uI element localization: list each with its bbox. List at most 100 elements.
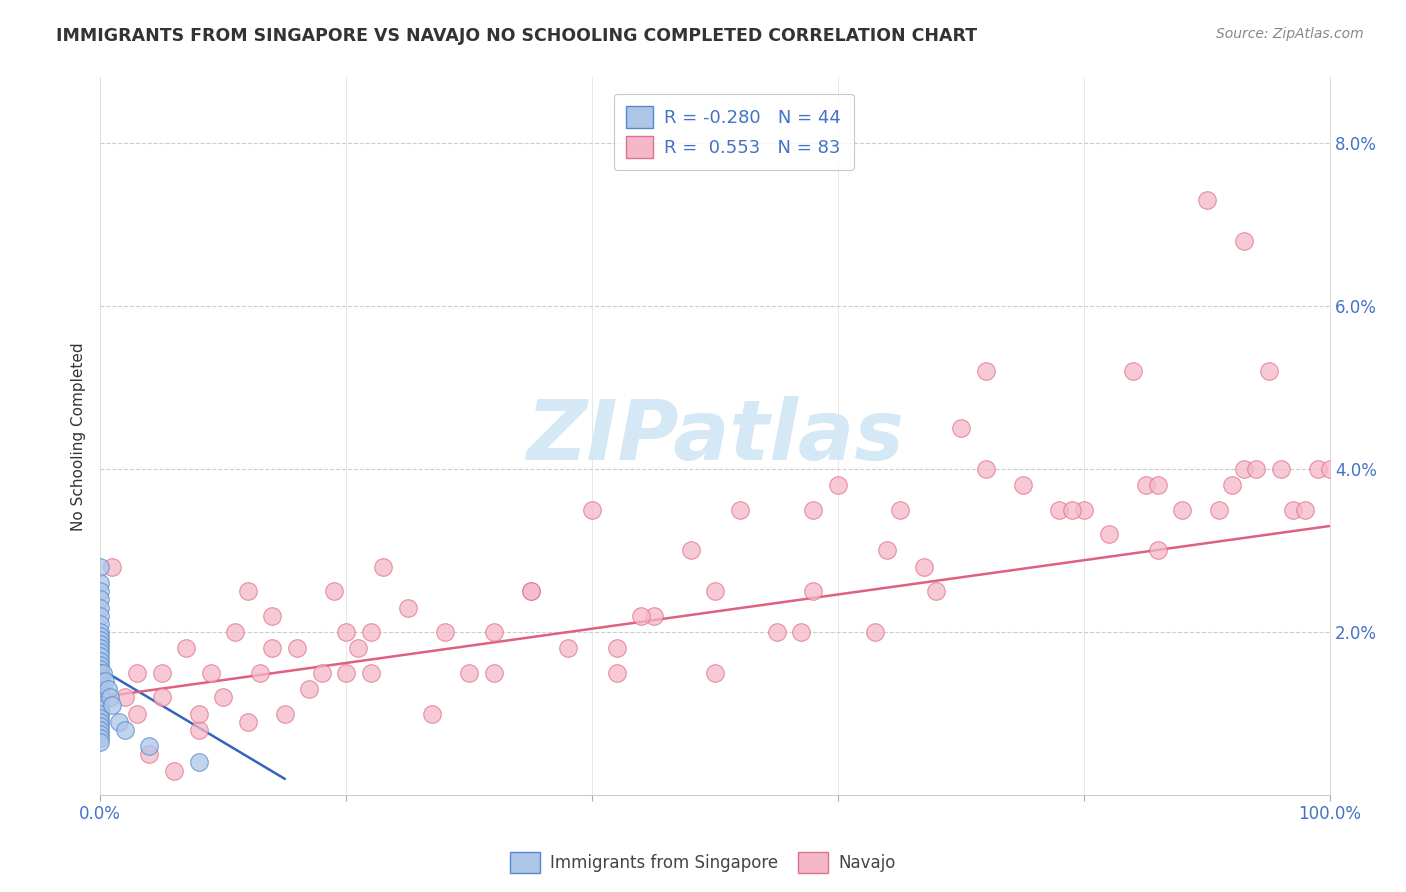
Point — [1208, 502, 1230, 516]
Point — [1011, 478, 1033, 492]
Point — [89, 731, 111, 745]
Point — [519, 584, 541, 599]
Point — [1147, 478, 1170, 492]
Point — [236, 714, 259, 729]
Point — [790, 624, 813, 639]
Point — [89, 690, 111, 705]
Point — [89, 681, 111, 696]
Point — [187, 706, 209, 721]
Point — [704, 665, 727, 680]
Point — [89, 645, 111, 659]
Point — [396, 600, 419, 615]
Point — [138, 747, 160, 762]
Point — [89, 657, 111, 672]
Point — [89, 637, 111, 651]
Point — [360, 624, 382, 639]
Point — [606, 641, 628, 656]
Point — [458, 665, 481, 680]
Point — [1270, 462, 1292, 476]
Text: Source: ZipAtlas.com: Source: ZipAtlas.com — [1216, 27, 1364, 41]
Point — [89, 710, 111, 724]
Point — [138, 739, 160, 753]
Point — [107, 714, 129, 729]
Point — [89, 649, 111, 664]
Point — [974, 462, 997, 476]
Point — [679, 543, 702, 558]
Point — [803, 502, 825, 516]
Point — [298, 681, 321, 696]
Point — [89, 653, 111, 667]
Point — [630, 608, 652, 623]
Point — [1220, 478, 1243, 492]
Point — [519, 584, 541, 599]
Point — [482, 665, 505, 680]
Point — [249, 665, 271, 680]
Point — [950, 421, 973, 435]
Point — [704, 584, 727, 599]
Point — [101, 559, 124, 574]
Point — [311, 665, 333, 680]
Point — [1098, 527, 1121, 541]
Point — [1306, 462, 1329, 476]
Point — [163, 764, 186, 778]
Point — [262, 641, 284, 656]
Point — [827, 478, 849, 492]
Point — [1135, 478, 1157, 492]
Point — [150, 690, 173, 705]
Point — [89, 616, 111, 631]
Point — [89, 662, 111, 676]
Point — [89, 723, 111, 737]
Point — [89, 698, 111, 713]
Point — [89, 633, 111, 648]
Point — [89, 641, 111, 656]
Point — [187, 723, 209, 737]
Point — [1171, 502, 1194, 516]
Point — [89, 629, 111, 643]
Point — [1246, 462, 1268, 476]
Point — [360, 665, 382, 680]
Point — [335, 624, 357, 639]
Point — [925, 584, 948, 599]
Point — [101, 698, 124, 713]
Point — [1319, 462, 1341, 476]
Point — [212, 690, 235, 705]
Point — [236, 584, 259, 599]
Point — [89, 686, 111, 700]
Point — [150, 665, 173, 680]
Point — [89, 584, 111, 599]
Point — [1147, 543, 1170, 558]
Point — [89, 673, 111, 688]
Point — [96, 681, 118, 696]
Point — [863, 624, 886, 639]
Point — [89, 702, 111, 716]
Point — [89, 608, 111, 623]
Point — [643, 608, 665, 623]
Point — [89, 727, 111, 741]
Point — [94, 673, 117, 688]
Point — [322, 584, 344, 599]
Point — [1282, 502, 1305, 516]
Point — [1073, 502, 1095, 516]
Point — [557, 641, 579, 656]
Point — [273, 706, 295, 721]
Point — [285, 641, 308, 656]
Point — [89, 694, 111, 708]
Point — [200, 665, 222, 680]
Point — [89, 719, 111, 733]
Point — [728, 502, 751, 516]
Text: IMMIGRANTS FROM SINGAPORE VS NAVAJO NO SCHOOLING COMPLETED CORRELATION CHART: IMMIGRANTS FROM SINGAPORE VS NAVAJO NO S… — [56, 27, 977, 45]
Point — [114, 690, 136, 705]
Y-axis label: No Schooling Completed: No Schooling Completed — [72, 342, 86, 531]
Point — [482, 624, 505, 639]
Point — [912, 559, 935, 574]
Point — [803, 584, 825, 599]
Point — [89, 678, 111, 692]
Point — [433, 624, 456, 639]
Point — [89, 600, 111, 615]
Point — [89, 665, 111, 680]
Point — [1197, 193, 1219, 207]
Point — [187, 756, 209, 770]
Point — [1049, 502, 1071, 516]
Point — [606, 665, 628, 680]
Point — [262, 608, 284, 623]
